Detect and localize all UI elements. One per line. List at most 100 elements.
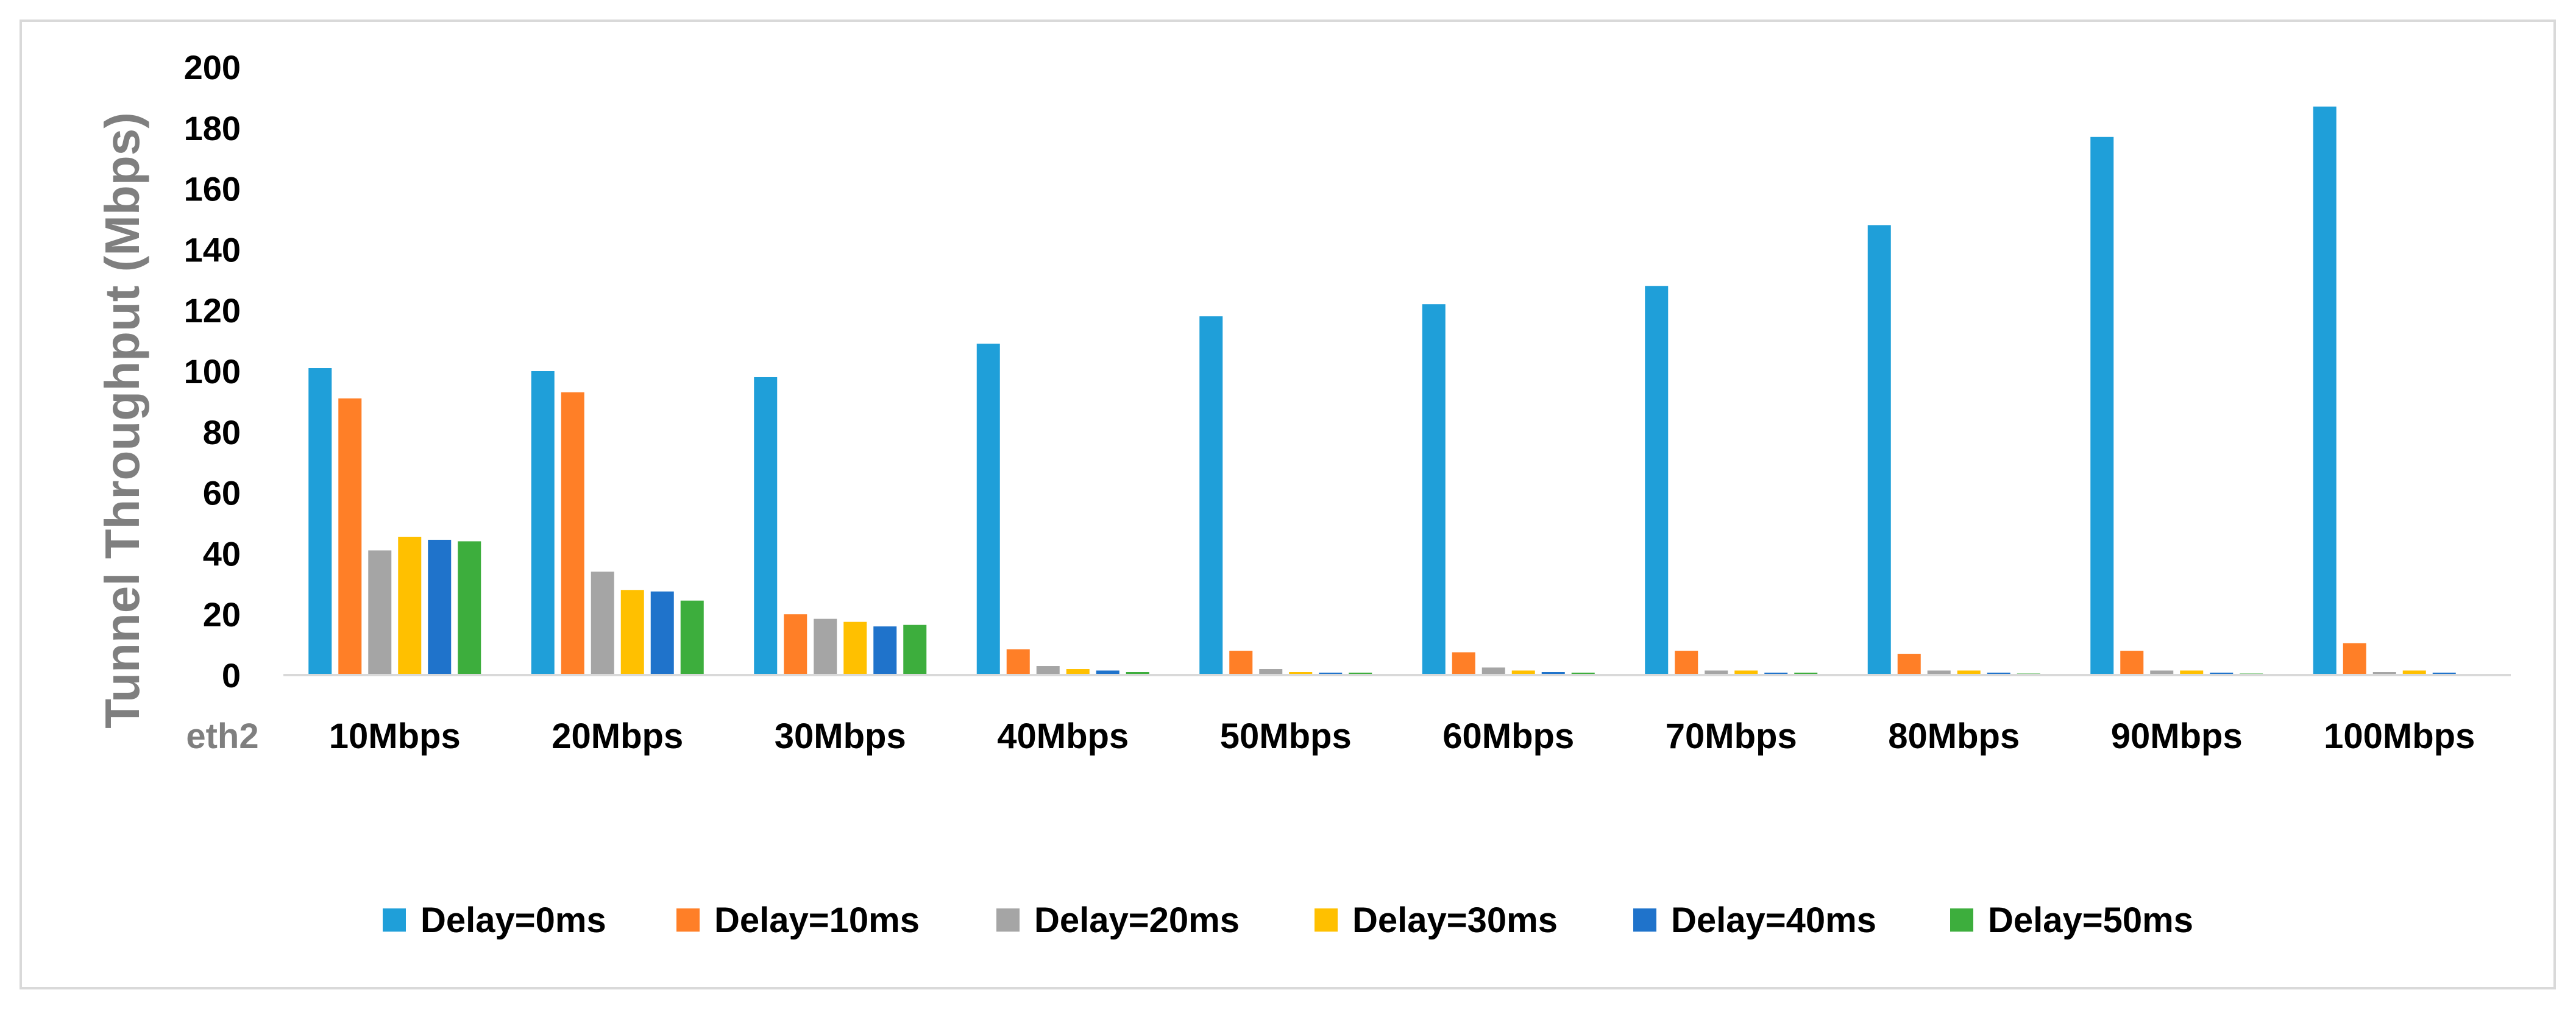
legend-swatch xyxy=(996,908,1020,932)
bar xyxy=(2150,670,2174,675)
bar xyxy=(680,600,704,675)
y-tick-label: 180 xyxy=(184,109,241,147)
x-tick-label: 90Mbps xyxy=(2111,717,2243,756)
y-tick-label: 40 xyxy=(203,534,241,573)
bar xyxy=(531,371,555,675)
bar-series xyxy=(338,392,2366,675)
bar xyxy=(2313,106,2336,675)
bar xyxy=(398,536,422,675)
legend-label: Delay=40ms xyxy=(1671,901,1876,940)
chart-border xyxy=(20,19,2556,989)
y-tick-label: 60 xyxy=(203,474,241,512)
x-tick-label: 80Mbps xyxy=(1888,717,2020,756)
bar xyxy=(1289,672,1313,675)
bar xyxy=(1957,670,1981,675)
bar xyxy=(308,368,332,675)
legend-item: Delay=0ms xyxy=(383,901,606,940)
legend-item: Delay=50ms xyxy=(1950,901,2193,940)
bar-series xyxy=(458,541,2263,675)
legend-label: Delay=0ms xyxy=(420,901,606,940)
bar xyxy=(2372,672,2396,675)
bar xyxy=(1452,652,1475,675)
bar xyxy=(1541,672,1565,675)
bar xyxy=(903,625,927,675)
y-axis-title: Tunnel Throughput (Mbps) xyxy=(95,112,149,729)
bar xyxy=(1066,669,1090,675)
legend-swatch xyxy=(383,908,406,932)
y-tick-label: 100 xyxy=(184,352,241,391)
bar xyxy=(1422,304,1446,676)
bar xyxy=(754,377,778,675)
y-axis-ticks: 0 20 40 60 80 100 120 140 160 180 200 xyxy=(184,48,241,695)
bar xyxy=(591,571,614,675)
bar xyxy=(1481,667,1505,675)
x-tick-label: 60Mbps xyxy=(1442,717,1574,756)
x-tick-label: 50Mbps xyxy=(1220,717,1352,756)
y-tick-label: 0 xyxy=(222,656,241,695)
legend-item: Delay=40ms xyxy=(1633,901,1876,940)
bar xyxy=(1867,225,1891,676)
legend-swatch xyxy=(676,908,700,932)
bar xyxy=(368,550,392,675)
bar xyxy=(2402,670,2426,675)
y-tick-label: 80 xyxy=(203,413,241,451)
legend: Delay=0ms Delay=10ms Delay=20ms Delay=30ms D… xyxy=(383,901,2193,940)
x-axis-labels: 10Mbps 20Mbps 30Mbps 40Mbps 50Mbps 60Mbps 70Mb… xyxy=(329,717,2475,756)
bar xyxy=(873,626,897,675)
bar-series-group xyxy=(308,106,2456,676)
bar xyxy=(2180,670,2204,675)
y-tick-label: 120 xyxy=(184,291,241,330)
bar-series xyxy=(308,106,2336,676)
y-tick-label: 20 xyxy=(203,595,241,634)
legend-label: Delay=50ms xyxy=(1988,901,2193,940)
legend-swatch xyxy=(1315,908,1338,932)
legend-swatch xyxy=(1633,908,1656,932)
y-tick-label: 160 xyxy=(184,170,241,208)
y-tick-label: 140 xyxy=(184,230,241,269)
bar xyxy=(1259,669,1283,675)
x-tick-label: 30Mbps xyxy=(775,717,906,756)
bar-series xyxy=(398,536,2426,675)
legend-item: Delay=10ms xyxy=(676,901,920,940)
bar xyxy=(1734,670,1758,675)
legend-item: Delay=30ms xyxy=(1315,901,1558,940)
bar-series xyxy=(368,550,2396,675)
x-tick-label: 10Mbps xyxy=(329,717,461,756)
bar xyxy=(784,614,807,675)
bar xyxy=(1126,672,1149,675)
bar xyxy=(428,539,452,675)
x-tick-label: 70Mbps xyxy=(1666,717,1797,756)
bar xyxy=(1511,670,1535,675)
bar xyxy=(650,591,674,675)
legend-swatch xyxy=(1950,908,1973,932)
bar xyxy=(620,590,644,675)
x-tick-label: 100Mbps xyxy=(2324,717,2475,756)
bar xyxy=(2090,136,2114,675)
bar xyxy=(2120,651,2144,675)
bar xyxy=(1705,670,1728,675)
bar xyxy=(1006,649,1030,675)
bar xyxy=(976,344,1000,675)
bar xyxy=(1036,666,1060,675)
legend-item: Delay=20ms xyxy=(996,901,1240,940)
bar xyxy=(561,392,584,675)
bar xyxy=(843,621,867,675)
bar xyxy=(338,398,362,675)
y-tick-label: 200 xyxy=(184,48,241,87)
bar xyxy=(1199,316,1223,675)
legend-label: Delay=10ms xyxy=(714,901,920,940)
legend-label: Delay=20ms xyxy=(1034,901,1240,940)
bar xyxy=(1675,651,1698,675)
bar xyxy=(1229,651,1253,675)
x-axis-prefix-label: eth2 xyxy=(186,717,258,756)
bar xyxy=(1927,670,1951,675)
legend-label: Delay=30ms xyxy=(1352,901,1558,940)
bar xyxy=(1645,286,1669,675)
bar xyxy=(1096,670,1119,675)
bar xyxy=(2343,643,2366,675)
bar xyxy=(1897,654,1921,675)
x-tick-label: 20Mbps xyxy=(552,717,683,756)
bar xyxy=(814,618,837,675)
